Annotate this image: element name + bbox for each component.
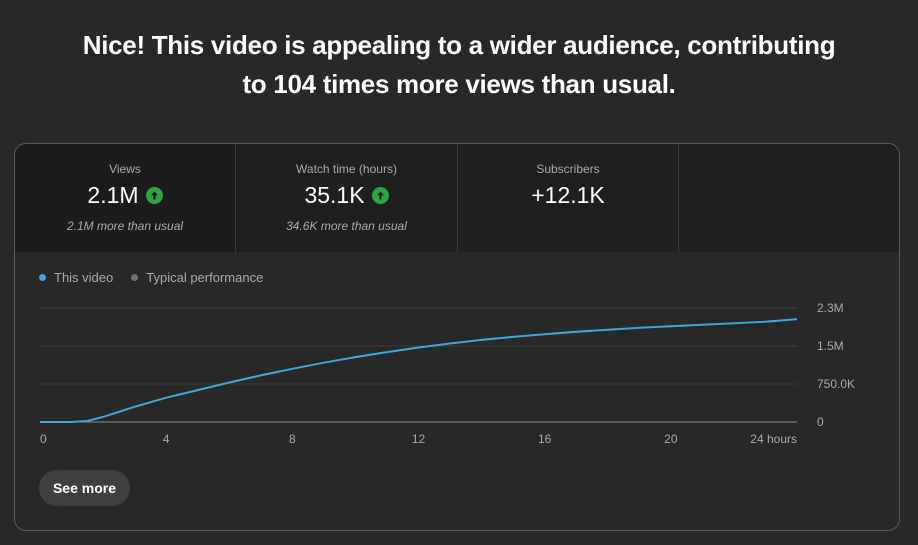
this-video-dot-icon bbox=[39, 274, 46, 281]
x-tick-label: 8 bbox=[289, 432, 296, 446]
metric-empty-slot bbox=[679, 144, 899, 252]
y-tick-label: 0 bbox=[817, 415, 824, 429]
x-tick-label: 12 bbox=[412, 432, 426, 446]
this-video-series-line bbox=[40, 318, 798, 423]
headline-line-1: Nice! This video is appealing to a wider… bbox=[82, 30, 836, 60]
x-tick-label: 0 bbox=[40, 432, 47, 446]
arrow-up-icon bbox=[371, 187, 389, 204]
metric-comparison: 2.1M more than usual bbox=[66, 219, 184, 233]
legend-this-video: This video bbox=[39, 270, 113, 285]
insight-headline: Nice! This video is appealing to a wider… bbox=[0, 26, 918, 104]
views-line-chart: 0 750.0K 1.5M 2.3M 0 4 8 12 16 20 24 hours bbox=[40, 301, 855, 446]
legend-typical-performance: Typical performance bbox=[131, 270, 263, 285]
y-tick-label: 1.5M bbox=[817, 339, 844, 353]
x-tick-label: 16 bbox=[538, 432, 552, 446]
metric-watch-time[interactable]: Watch time (hours) 35.1K 34.6K more than… bbox=[236, 144, 458, 252]
metric-tabs: Views 2.1M 2.1M more than usual Watch ti… bbox=[15, 144, 899, 252]
legend-label: Typical performance bbox=[146, 270, 264, 285]
metric-label: Subscribers bbox=[536, 162, 600, 176]
x-tick-label: 4 bbox=[163, 432, 170, 446]
metric-label: Watch time (hours) bbox=[296, 162, 397, 176]
performance-card: Views 2.1M 2.1M more than usual Watch ti… bbox=[14, 143, 900, 531]
y-tick-label: 2.3M bbox=[817, 301, 844, 315]
y-tick-label: 750.0K bbox=[817, 377, 855, 391]
see-more-button[interactable]: See more bbox=[39, 470, 130, 506]
metric-value: 35.1K bbox=[304, 182, 365, 208]
metric-views[interactable]: Views 2.1M 2.1M more than usual bbox=[15, 144, 236, 252]
metric-value: +12.1K bbox=[531, 182, 605, 208]
x-tick-label: 24 hours bbox=[750, 432, 797, 446]
metric-label: Views bbox=[109, 162, 141, 176]
x-tick-label: 20 bbox=[664, 432, 678, 446]
chart-legend: This video Typical performance bbox=[39, 270, 263, 285]
legend-label: This video bbox=[54, 270, 114, 285]
headline-line-2: to 104 times more views than usual. bbox=[242, 69, 676, 99]
arrow-up-icon bbox=[145, 187, 163, 204]
metric-comparison: 34.6K more than usual bbox=[286, 219, 407, 233]
metric-subscribers[interactable]: Subscribers +12.1K bbox=[458, 144, 679, 252]
metric-value: 2.1M bbox=[87, 182, 139, 208]
typical-dot-icon bbox=[131, 274, 139, 281]
